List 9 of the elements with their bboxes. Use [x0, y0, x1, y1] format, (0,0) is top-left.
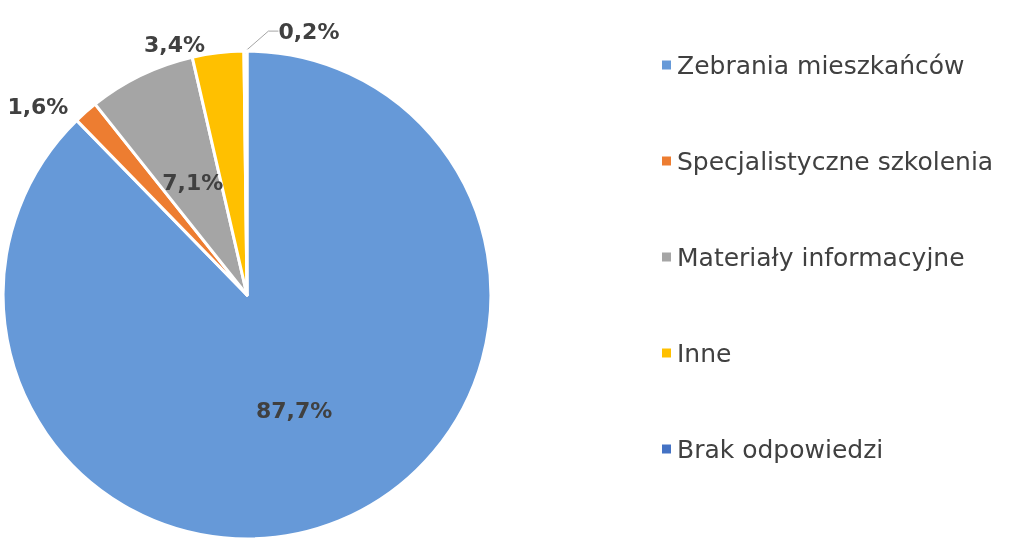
legend-label: Zebrania mieszkańców — [677, 50, 965, 80]
data-label: 3,4% — [143, 32, 205, 58]
legend-label: Brak odpowiedzi — [677, 434, 884, 464]
legend-label: Inne — [677, 338, 732, 368]
data-label: 0,2% — [278, 18, 340, 44]
data-label: 87,7% — [255, 398, 333, 424]
legend-label: Specjalistyczne szkolenia — [677, 146, 994, 176]
legend-label: Materiały informacyjne — [677, 242, 965, 272]
data-label: 1,6% — [7, 93, 69, 119]
